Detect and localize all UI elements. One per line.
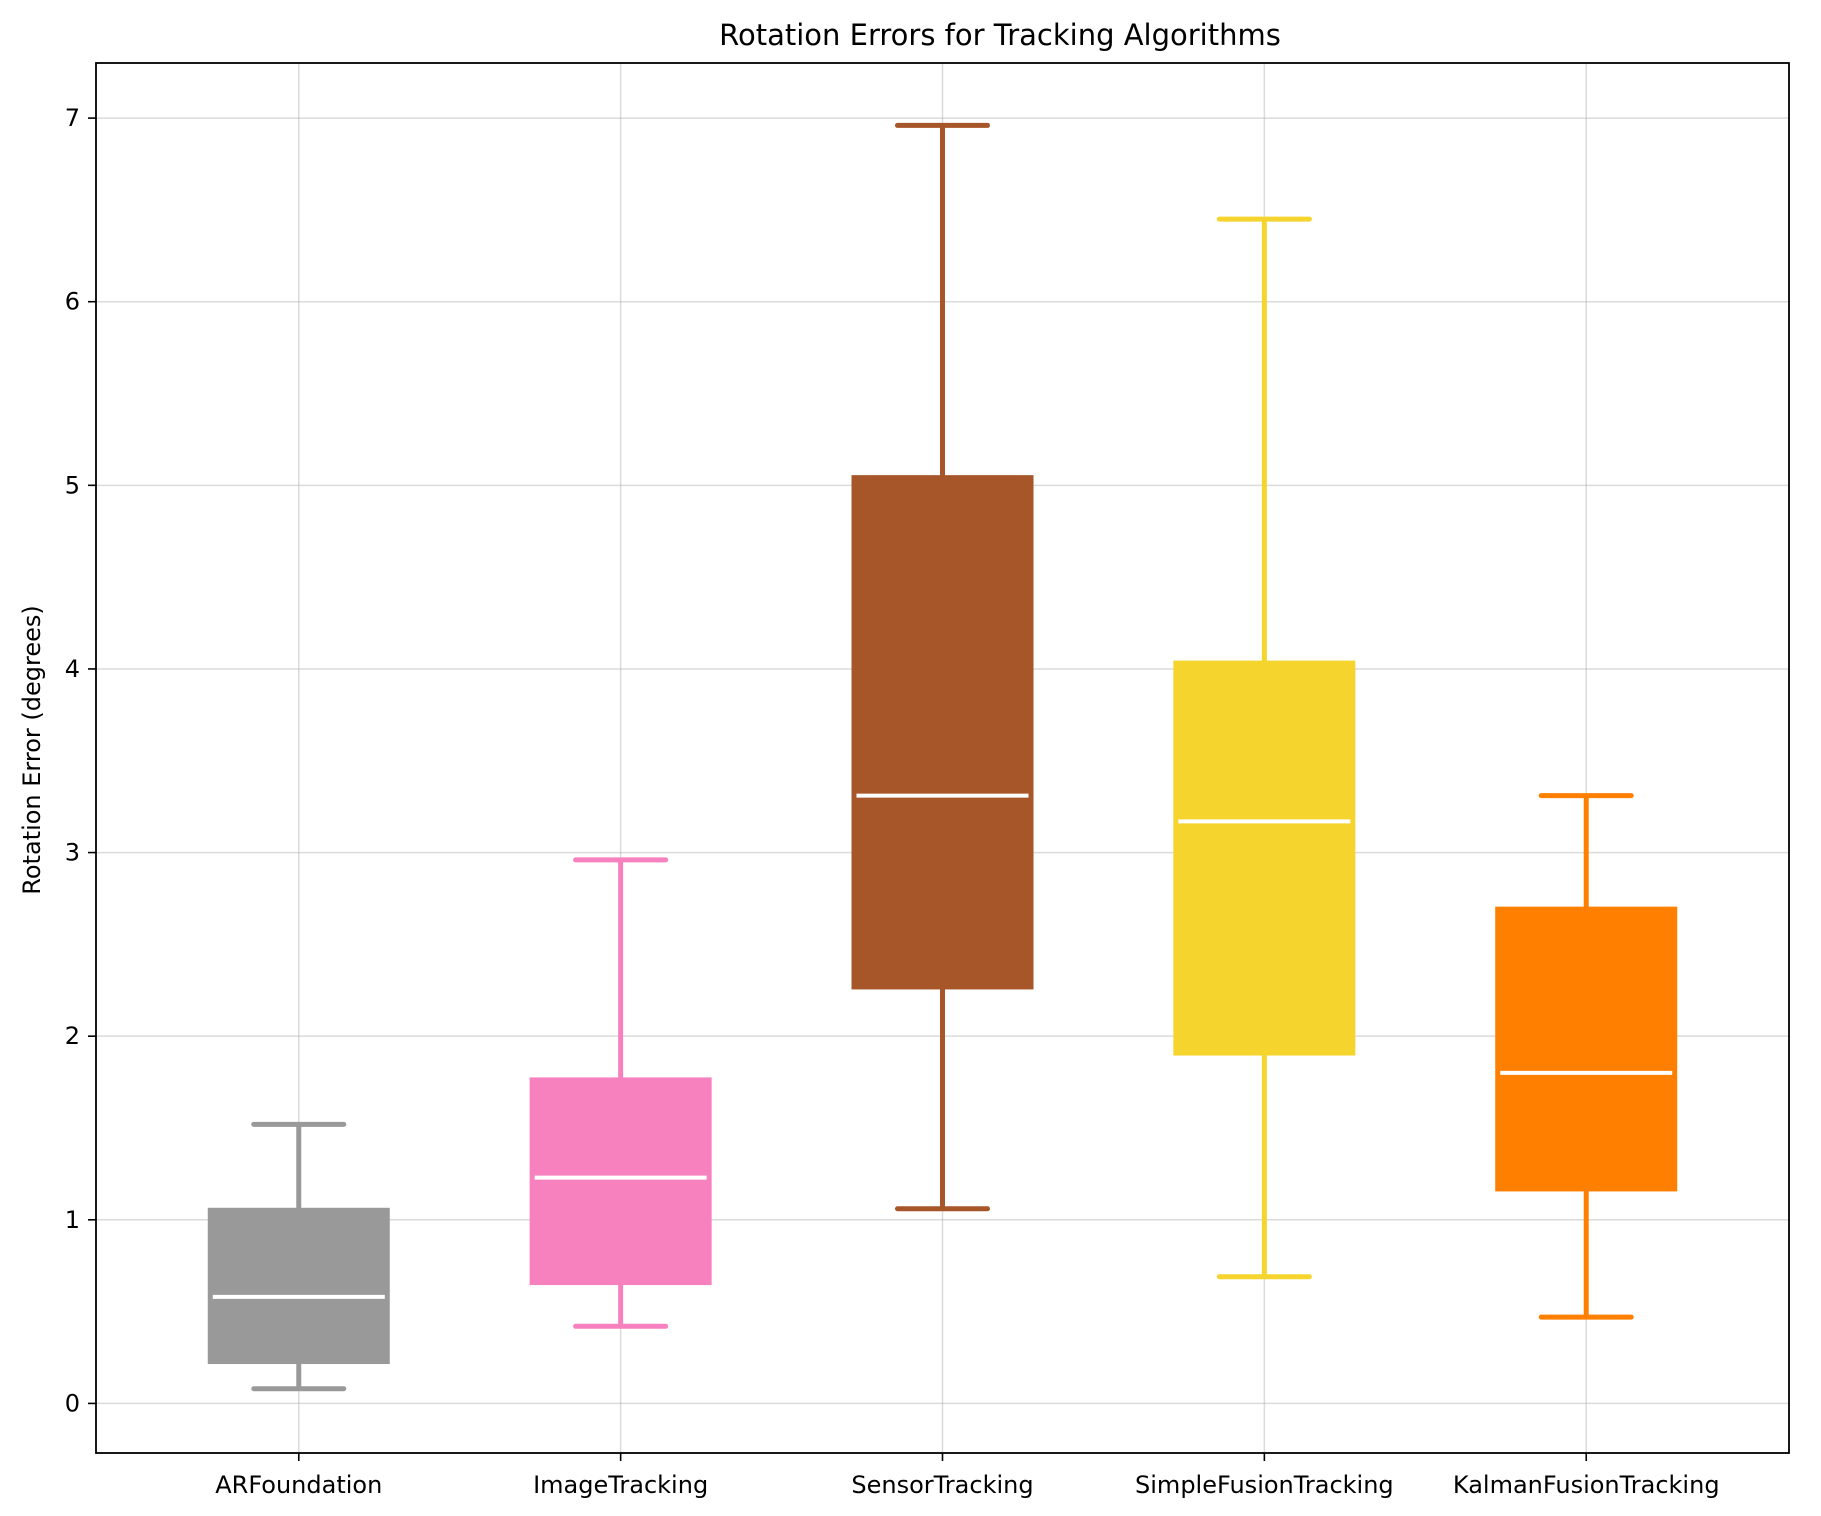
y-tick-label: 4 [65, 655, 80, 683]
y-axis-label: Rotation Error (degrees) [18, 605, 46, 894]
x-tick-label: KalmanFusionTracking [1453, 1471, 1720, 1499]
box-group [207, 1121, 390, 1392]
box-group [851, 122, 1034, 1212]
iqr-box [1495, 906, 1678, 1192]
iqr-box [851, 475, 1034, 990]
chart-title: Rotation Errors for Tracking Algorithms [719, 18, 1281, 52]
y-tick-label: 0 [65, 1389, 80, 1417]
box-group [1173, 216, 1356, 1280]
axes: 0 1 2 3 4 5 6 7 ARFoundation ImageTracking SensorT… [65, 62, 1790, 1499]
y-tick-label: 1 [65, 1206, 80, 1234]
iqr-box [207, 1207, 390, 1365]
y-tick-label: 3 [65, 839, 80, 867]
x-tick-label: SimpleFusionTracking [1135, 1471, 1394, 1499]
iqr-box [1173, 660, 1356, 1056]
x-tick-label: ImageTracking [533, 1471, 708, 1499]
y-tick-label: 6 [65, 288, 80, 316]
box-group [1495, 793, 1678, 1320]
boxes [207, 122, 1678, 1392]
iqr-box [529, 1077, 712, 1286]
x-tick-label: ARFoundation [215, 1471, 382, 1499]
y-tick-label: 2 [65, 1022, 80, 1050]
x-tick-label: SensorTracking [851, 1471, 1033, 1499]
y-tick-label: 7 [65, 104, 80, 132]
plot-frame [95, 62, 1790, 1454]
box-group [529, 857, 712, 1329]
y-tick-label: 5 [65, 471, 80, 499]
